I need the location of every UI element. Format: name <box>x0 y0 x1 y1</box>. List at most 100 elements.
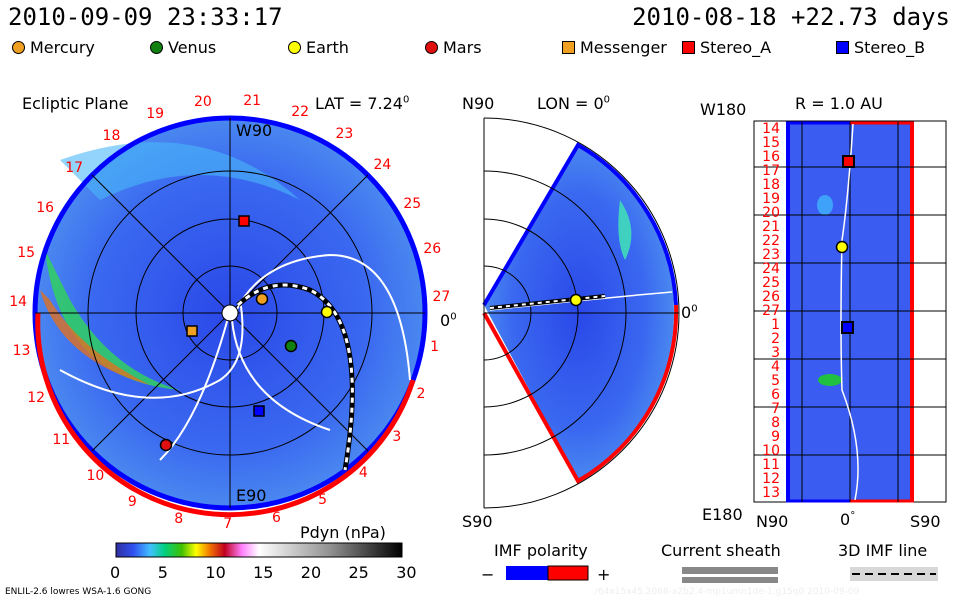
circle-icon <box>12 41 25 54</box>
reference-time: 2010-08-18 +22.73 days <box>632 3 950 31</box>
stereo-a-marker-radial <box>842 155 855 168</box>
rotation-label: 16 <box>36 200 55 217</box>
lat-label: LAT = 7.240 <box>315 94 409 113</box>
lon-value: LON = 0 <box>537 94 604 113</box>
meridional-zero-label: 00 <box>681 303 698 322</box>
legend-item-stereo-a: Stereo_A <box>682 38 771 57</box>
deg: 0 <box>603 94 611 106</box>
deg: 0 <box>450 311 457 323</box>
radial-x-n90: N90 <box>756 512 789 531</box>
rotation-label: 19 <box>146 105 165 122</box>
rotation-label: 20 <box>194 93 212 110</box>
rotation-label: 2 <box>416 385 426 402</box>
rotation-label: 21 <box>243 93 262 110</box>
radial-rotation-label: 12 <box>762 471 780 487</box>
radial-plot <box>753 120 947 503</box>
imf-positive-swatch <box>547 565 589 581</box>
legend-label: Messenger <box>580 38 667 57</box>
radial-rotation-label: 23 <box>762 247 780 263</box>
legend-item-stereo-b: Stereo_B <box>836 38 925 57</box>
rotation-label: 8 <box>174 510 184 527</box>
s90-label: S90 <box>462 512 493 531</box>
rotation-label: 9 <box>127 494 137 511</box>
rotation-label: 24 <box>373 156 392 173</box>
earth-marker-radial <box>835 240 849 254</box>
zero: 0 <box>840 510 851 529</box>
radial-rotation-label: 26 <box>762 289 780 305</box>
rotation-label: 17 <box>65 160 84 177</box>
lat-value: LAT = 7.24 <box>315 94 403 113</box>
datetime: 2010-09-09 23:33:17 <box>8 3 283 31</box>
rotation-label: 26 <box>423 240 442 257</box>
mars-marker <box>159 438 173 452</box>
deg: 0 <box>402 94 410 106</box>
earth-marker-meridional <box>569 293 583 307</box>
radial-rotation-label: 3 <box>771 345 780 361</box>
square-icon <box>682 41 695 54</box>
radial-rotation-label: 25 <box>762 275 780 291</box>
venus-marker <box>284 339 298 353</box>
n90-label: N90 <box>462 94 495 113</box>
mercury-marker <box>255 292 269 306</box>
zero: 0 <box>440 311 451 330</box>
e90-label: E90 <box>236 486 267 505</box>
radial-rotation-label: 18 <box>762 177 780 193</box>
colorbar-tick: 10 <box>205 563 226 582</box>
rotation-label: 27 <box>432 289 451 306</box>
stereo-b-marker <box>253 405 265 417</box>
rotation-label: 15 <box>17 245 36 262</box>
radial-x-s90: S90 <box>910 512 941 531</box>
radial-rotation-label: 2 <box>771 331 780 347</box>
colorbar <box>115 542 403 558</box>
rotation-label: 12 <box>27 390 46 407</box>
messenger-marker <box>186 325 198 337</box>
meridional-plot <box>482 117 680 509</box>
rotation-label: 7 <box>223 515 233 532</box>
earth-marker <box>320 305 334 319</box>
rotation-label: 5 <box>318 492 328 509</box>
radial-rotation-label: 24 <box>762 261 780 277</box>
imf-polarity-title: IMF polarity <box>494 541 588 560</box>
imf-plus: + <box>597 565 611 584</box>
square-icon <box>836 41 849 54</box>
colorbar-tick: 25 <box>348 563 369 582</box>
radial-rotation-label: 4 <box>771 359 780 375</box>
legend-item-earth: Earth <box>288 38 349 57</box>
stereo-a-marker <box>238 215 250 227</box>
rotation-label: 23 <box>335 125 354 142</box>
stereo-b-marker-radial <box>841 321 854 334</box>
rotation-label: 13 <box>12 343 31 360</box>
radial-rotation-label: 17 <box>762 163 780 179</box>
radial-x-0: 0° <box>840 510 856 529</box>
legend-label: Mercury <box>30 38 95 57</box>
w180-label: W180 <box>700 100 747 119</box>
radial-rotation-label: 21 <box>762 219 780 235</box>
zero: 0 <box>681 303 692 322</box>
ecliptic-plot <box>32 115 428 518</box>
radial-rotation-label: 13 <box>762 485 780 501</box>
ecliptic-title: Ecliptic Plane <box>22 94 129 113</box>
radial-rotation-label: 1 <box>771 317 780 333</box>
radial-rotation-label: 10 <box>762 443 780 459</box>
colorbar-tick: 0 <box>110 563 121 582</box>
legend-item-mercury: Mercury <box>12 38 95 57</box>
radial-rotation-label: 16 <box>762 149 780 165</box>
rotation-label: 18 <box>102 128 121 145</box>
run-info: ./64x15x45.2068-a2b2.4-mp1umn1de-1.g15q0… <box>592 587 860 597</box>
legend-item-messenger: Messenger <box>562 38 667 57</box>
lon-label: LON = 00 <box>537 94 610 113</box>
radial-title: R = 1.0 AU <box>795 94 883 113</box>
circle-icon <box>150 41 163 54</box>
square-icon <box>562 41 575 54</box>
radial-rotation-label: 9 <box>771 429 780 445</box>
radial-rotation-label: 7 <box>771 401 780 417</box>
rotation-label: 25 <box>403 195 422 212</box>
rotation-label: 6 <box>272 509 281 526</box>
deg: 0 <box>691 303 698 315</box>
radial-rotation-label: 27 <box>762 303 780 319</box>
rotation-label: 11 <box>52 432 71 449</box>
radial-rotation-label: 22 <box>762 233 780 249</box>
current-sheath-swatch <box>682 567 778 574</box>
